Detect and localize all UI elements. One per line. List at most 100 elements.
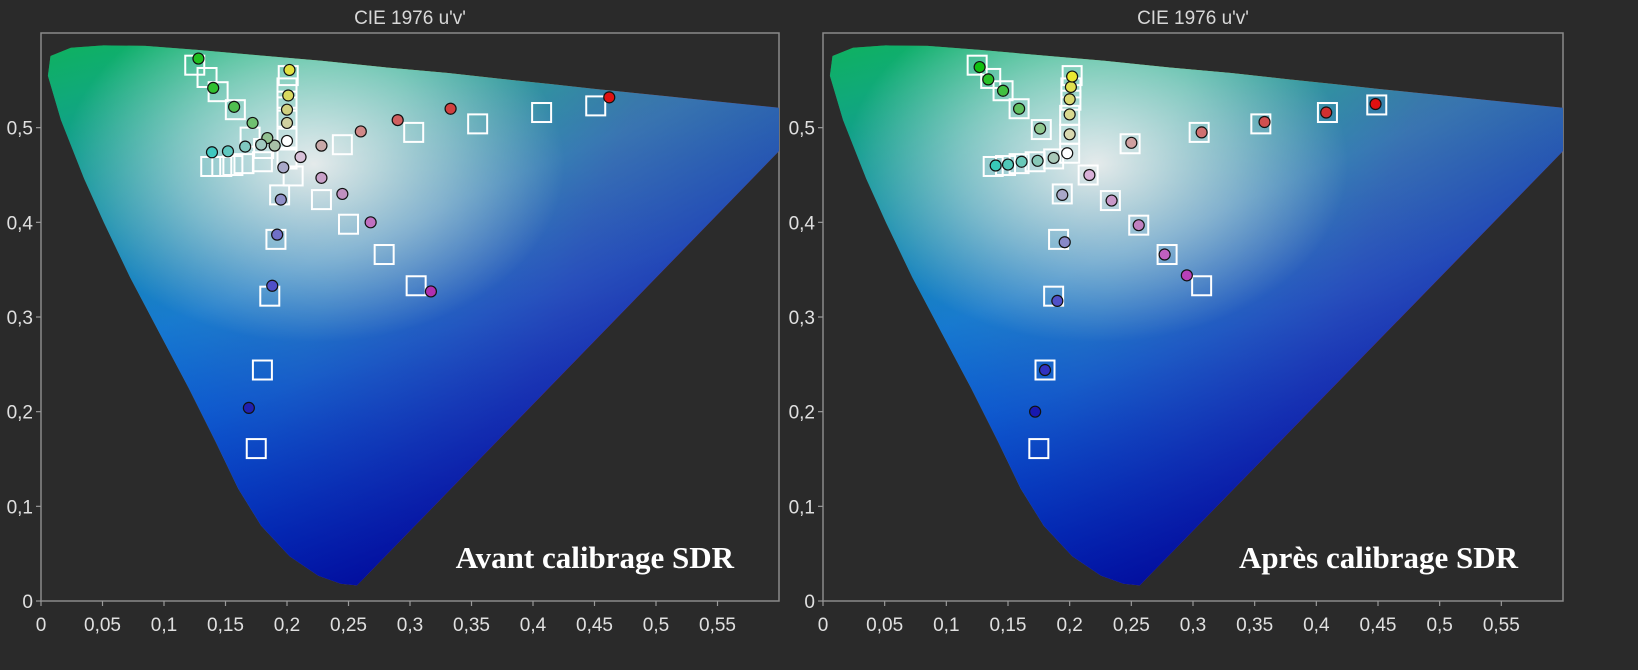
measured-point [280,103,294,116]
measured-point [1064,80,1078,94]
target-square [1156,244,1178,266]
x-tick-label: 0,25 [330,615,367,636]
x-tick-label: 0,05 [866,615,903,636]
x-tick-label: 0,5 [1426,615,1452,636]
measured-point [1258,115,1271,129]
y-tick-label: 0,5 [789,119,815,140]
spectral-locus-layer [47,45,779,586]
measured-point [1125,136,1138,149]
target-square [980,67,1002,89]
target-square [992,80,1014,102]
x-tick-label: 0,35 [1236,615,1273,636]
x-tick-label: 0,15 [990,615,1027,636]
target-square [224,99,246,121]
x-tick-label: 0,35 [453,615,490,636]
measured-point [239,140,252,153]
measured-point [1058,236,1071,249]
x-tick-label: 0,55 [699,615,736,636]
x-tick-label: 0 [818,615,829,636]
measured-point [1061,147,1074,160]
target-square [1051,183,1073,205]
chart-title: CIE 1976 u'v' [354,8,466,29]
measured-point [996,84,1010,97]
measured-point [989,159,1002,172]
spectral-locus-layer [829,45,1563,586]
target-square [211,155,233,177]
y-tick-label: 0 [804,592,815,613]
target-square [1191,275,1213,297]
measured-point [354,125,367,138]
x-tick-label: 0,1 [933,615,959,636]
measured-points [973,60,1382,418]
target-square [1034,359,1056,381]
measured-point [207,81,220,95]
measured-point [1369,97,1382,111]
measured-point [228,100,241,113]
measured-point [1063,108,1076,121]
target-square [245,438,267,460]
target-square [467,113,489,135]
measured-point [280,134,294,148]
measured-point [315,139,328,152]
measured-point [205,146,219,159]
x-tick-label: 0,05 [84,615,121,636]
y-tick-label: 0,2 [7,403,33,424]
y-tick-label: 0,2 [789,403,815,424]
target-square [373,244,395,266]
measured-points [192,52,616,414]
measured-point [1195,126,1208,139]
calibration-annotation: Après calibrage SDR [1239,540,1519,575]
y-tick-label: 0,3 [789,308,815,329]
target-square [1077,164,1099,186]
target-square [403,121,425,143]
measured-point [282,89,295,102]
target-square [1119,133,1141,155]
measured-point [274,193,287,206]
target-square [1250,113,1272,135]
x-tick-label: 0,5 [643,615,669,636]
target-square [1316,102,1338,124]
measured-point [1132,219,1145,232]
y-tick-label: 0,4 [7,213,34,234]
measured-point [1105,194,1118,207]
measured-point [242,401,255,414]
measured-point [982,73,995,86]
measured-point [266,279,279,292]
measured-point [268,139,281,152]
target-square [585,95,607,117]
measured-point [1015,155,1028,168]
target-square [1059,104,1081,126]
target-square [310,189,332,211]
y-tick-label: 0,1 [7,497,33,518]
y-tick-label: 0,1 [789,497,815,518]
x-tick-label: 0,3 [1180,615,1206,636]
x-tick-label: 0,45 [576,615,613,636]
target-squares [184,54,607,460]
measured-point [255,138,268,151]
measured-point [1066,70,1079,83]
measured-point [1012,102,1026,115]
target-square [338,213,359,235]
calibration-annotation: Avant calibrage SDR [456,540,735,575]
target-square [1008,98,1030,120]
gamut-diagram [47,45,779,586]
y-tick-label: 0,4 [789,213,816,234]
x-tick-label: 0,25 [1113,615,1150,636]
x-tick-label: 0,1 [151,615,177,636]
measured-point [364,216,377,229]
measured-point [973,60,986,74]
target-square [531,102,553,124]
target-square [331,134,353,156]
measured-point [1056,188,1069,201]
measured-point [246,116,259,130]
gamut-diagram [829,45,1563,586]
measured-point [1038,363,1052,377]
measured-point [444,102,457,115]
measured-point [1033,122,1047,135]
y-tick-label: 0 [22,592,33,613]
measured-point [1158,248,1171,261]
x-tick-label: 0,45 [1360,615,1397,636]
measured-point [1031,154,1044,167]
y-tick-label: 0,3 [7,308,33,329]
